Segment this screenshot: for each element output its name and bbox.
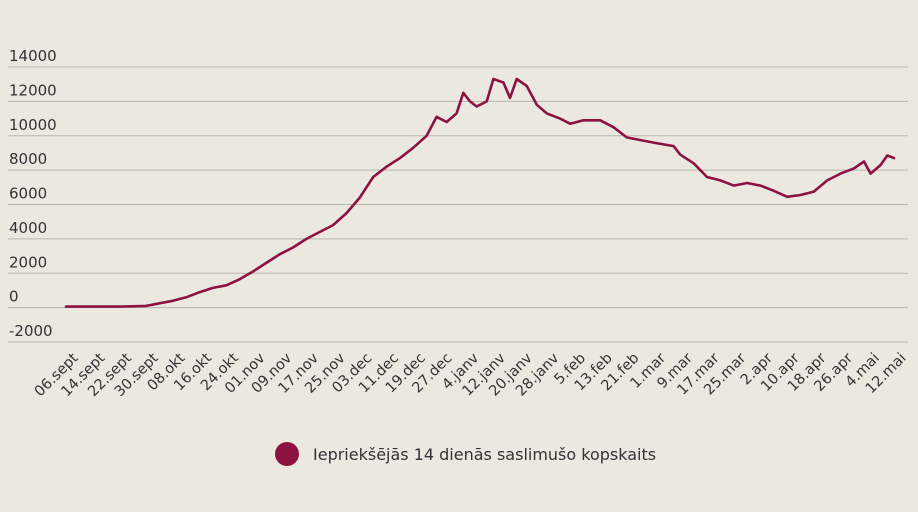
legend: Iepriekšējās 14 dienās saslimušo kopskai…	[275, 440, 656, 468]
y-tick-label: 8000	[9, 150, 47, 168]
series-line	[64, 77, 896, 308]
x-axis: 06.sept14.sept22.sept30.sept08.okt16.okt…	[32, 350, 910, 400]
y-axis: 14000 12000 10000 8000 6000 4000 2000 0 -2000	[9, 47, 57, 340]
y-tick-label: 10000	[9, 116, 57, 134]
legend-label: Iepriekšējās 14 dienās saslimušo kopskai…	[313, 444, 657, 464]
y-tick-label: 6000	[9, 185, 47, 203]
y-tick-label: 14000	[9, 47, 57, 65]
legend-swatch-marker	[275, 442, 299, 466]
y-tick-label: -2000	[9, 322, 53, 340]
y-tick-label: 0	[9, 288, 19, 306]
y-tick-label: 12000	[9, 81, 57, 99]
y-tick-label: 2000	[9, 253, 47, 271]
grid-lines	[8, 66, 908, 343]
series-layer	[64, 77, 896, 308]
y-tick-label: 4000	[9, 219, 47, 237]
